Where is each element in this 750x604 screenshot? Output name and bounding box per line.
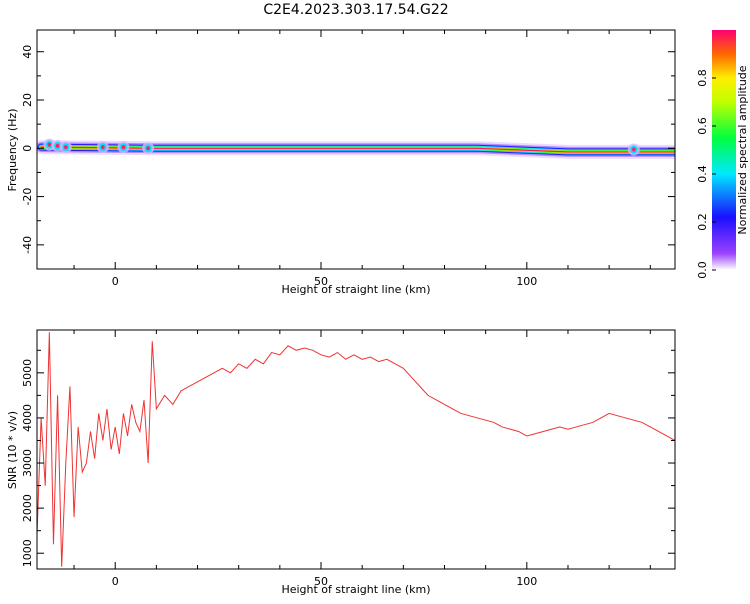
snr-ylabel: SNR (10 * v/v) xyxy=(6,411,19,489)
spectrogram-ytick-label: -20 xyxy=(21,188,34,206)
snr-xtick-label: 100 xyxy=(516,575,537,588)
colorbar-tick-label: 0.8 xyxy=(696,69,709,87)
snr-ticks: 0 50 100 1000 2000 3000 4000 5000 xyxy=(21,330,675,588)
spectrogram-ridge xyxy=(37,138,675,159)
colorbar-tick-label: 0.6 xyxy=(696,117,709,135)
ridge-blob-core xyxy=(55,143,60,148)
figure-title: C2E4.2023.303.17.54.G22 xyxy=(263,2,448,18)
ridge-blob-core xyxy=(121,145,126,150)
spectrogram-frame xyxy=(36,29,676,270)
spectrogram-xtick-label: 50 xyxy=(314,275,328,288)
snr-xtick-label: 0 xyxy=(112,575,119,588)
colorbar: 0.0 0.2 0.4 0.6 0.8 Normalized spectral ampl… xyxy=(696,30,749,279)
colorbar-ticks: 0.0 0.2 0.4 0.6 0.8 xyxy=(696,69,716,279)
snr-ytick-label: 5000 xyxy=(21,359,34,387)
spectrogram-ytick-label: 0 xyxy=(21,145,34,152)
ridge-blob-core xyxy=(101,145,105,150)
spectrogram-xlabel: Height of straight line (km) xyxy=(281,283,430,296)
spectrogram-xtick-label: 100 xyxy=(516,275,537,288)
ridge-blob-core xyxy=(64,145,68,150)
snr-ytick-label: 3000 xyxy=(21,449,34,477)
spectrogram-ytick-label: 20 xyxy=(21,93,34,107)
snr-ytick-label: 1000 xyxy=(21,539,34,567)
snr-xlabel: Height of straight line (km) xyxy=(281,583,430,596)
ridge-blob-core xyxy=(47,142,52,147)
spectrogram-xtick-label: 0 xyxy=(112,275,119,288)
snr-panel: 0 50 100 1000 2000 3000 4000 5000 Height of str… xyxy=(6,329,676,596)
colorbar-scale xyxy=(712,30,736,270)
ridge-blob-core xyxy=(146,146,150,151)
spectrogram-ytick-label: -40 xyxy=(21,236,34,254)
snr-ytick-label: 4000 xyxy=(21,404,34,432)
spectrogram-panel: 0 50 100 -40 -20 0 20 40 Height of straight lin… xyxy=(6,29,676,296)
colorbar-label: Normalized spectral amplitude xyxy=(736,65,749,234)
snr-series-line xyxy=(37,332,675,567)
snr-background xyxy=(37,330,675,569)
snr-frame xyxy=(36,329,676,570)
spectrogram-ticks: 0 50 100 -40 -20 0 20 40 xyxy=(21,30,675,288)
colorbar-tick-label: 0.0 xyxy=(696,261,709,279)
snr-ytick-label: 2000 xyxy=(21,494,34,522)
spectrogram-ytick-label: 40 xyxy=(21,45,34,59)
colorbar-tick-label: 0.4 xyxy=(696,165,709,183)
snr-xtick-label: 50 xyxy=(314,575,328,588)
ridge-blob-core xyxy=(632,147,636,152)
spectrogram-ylabel: Frequency (Hz) xyxy=(6,109,19,192)
colorbar-tick-label: 0.2 xyxy=(696,213,709,231)
